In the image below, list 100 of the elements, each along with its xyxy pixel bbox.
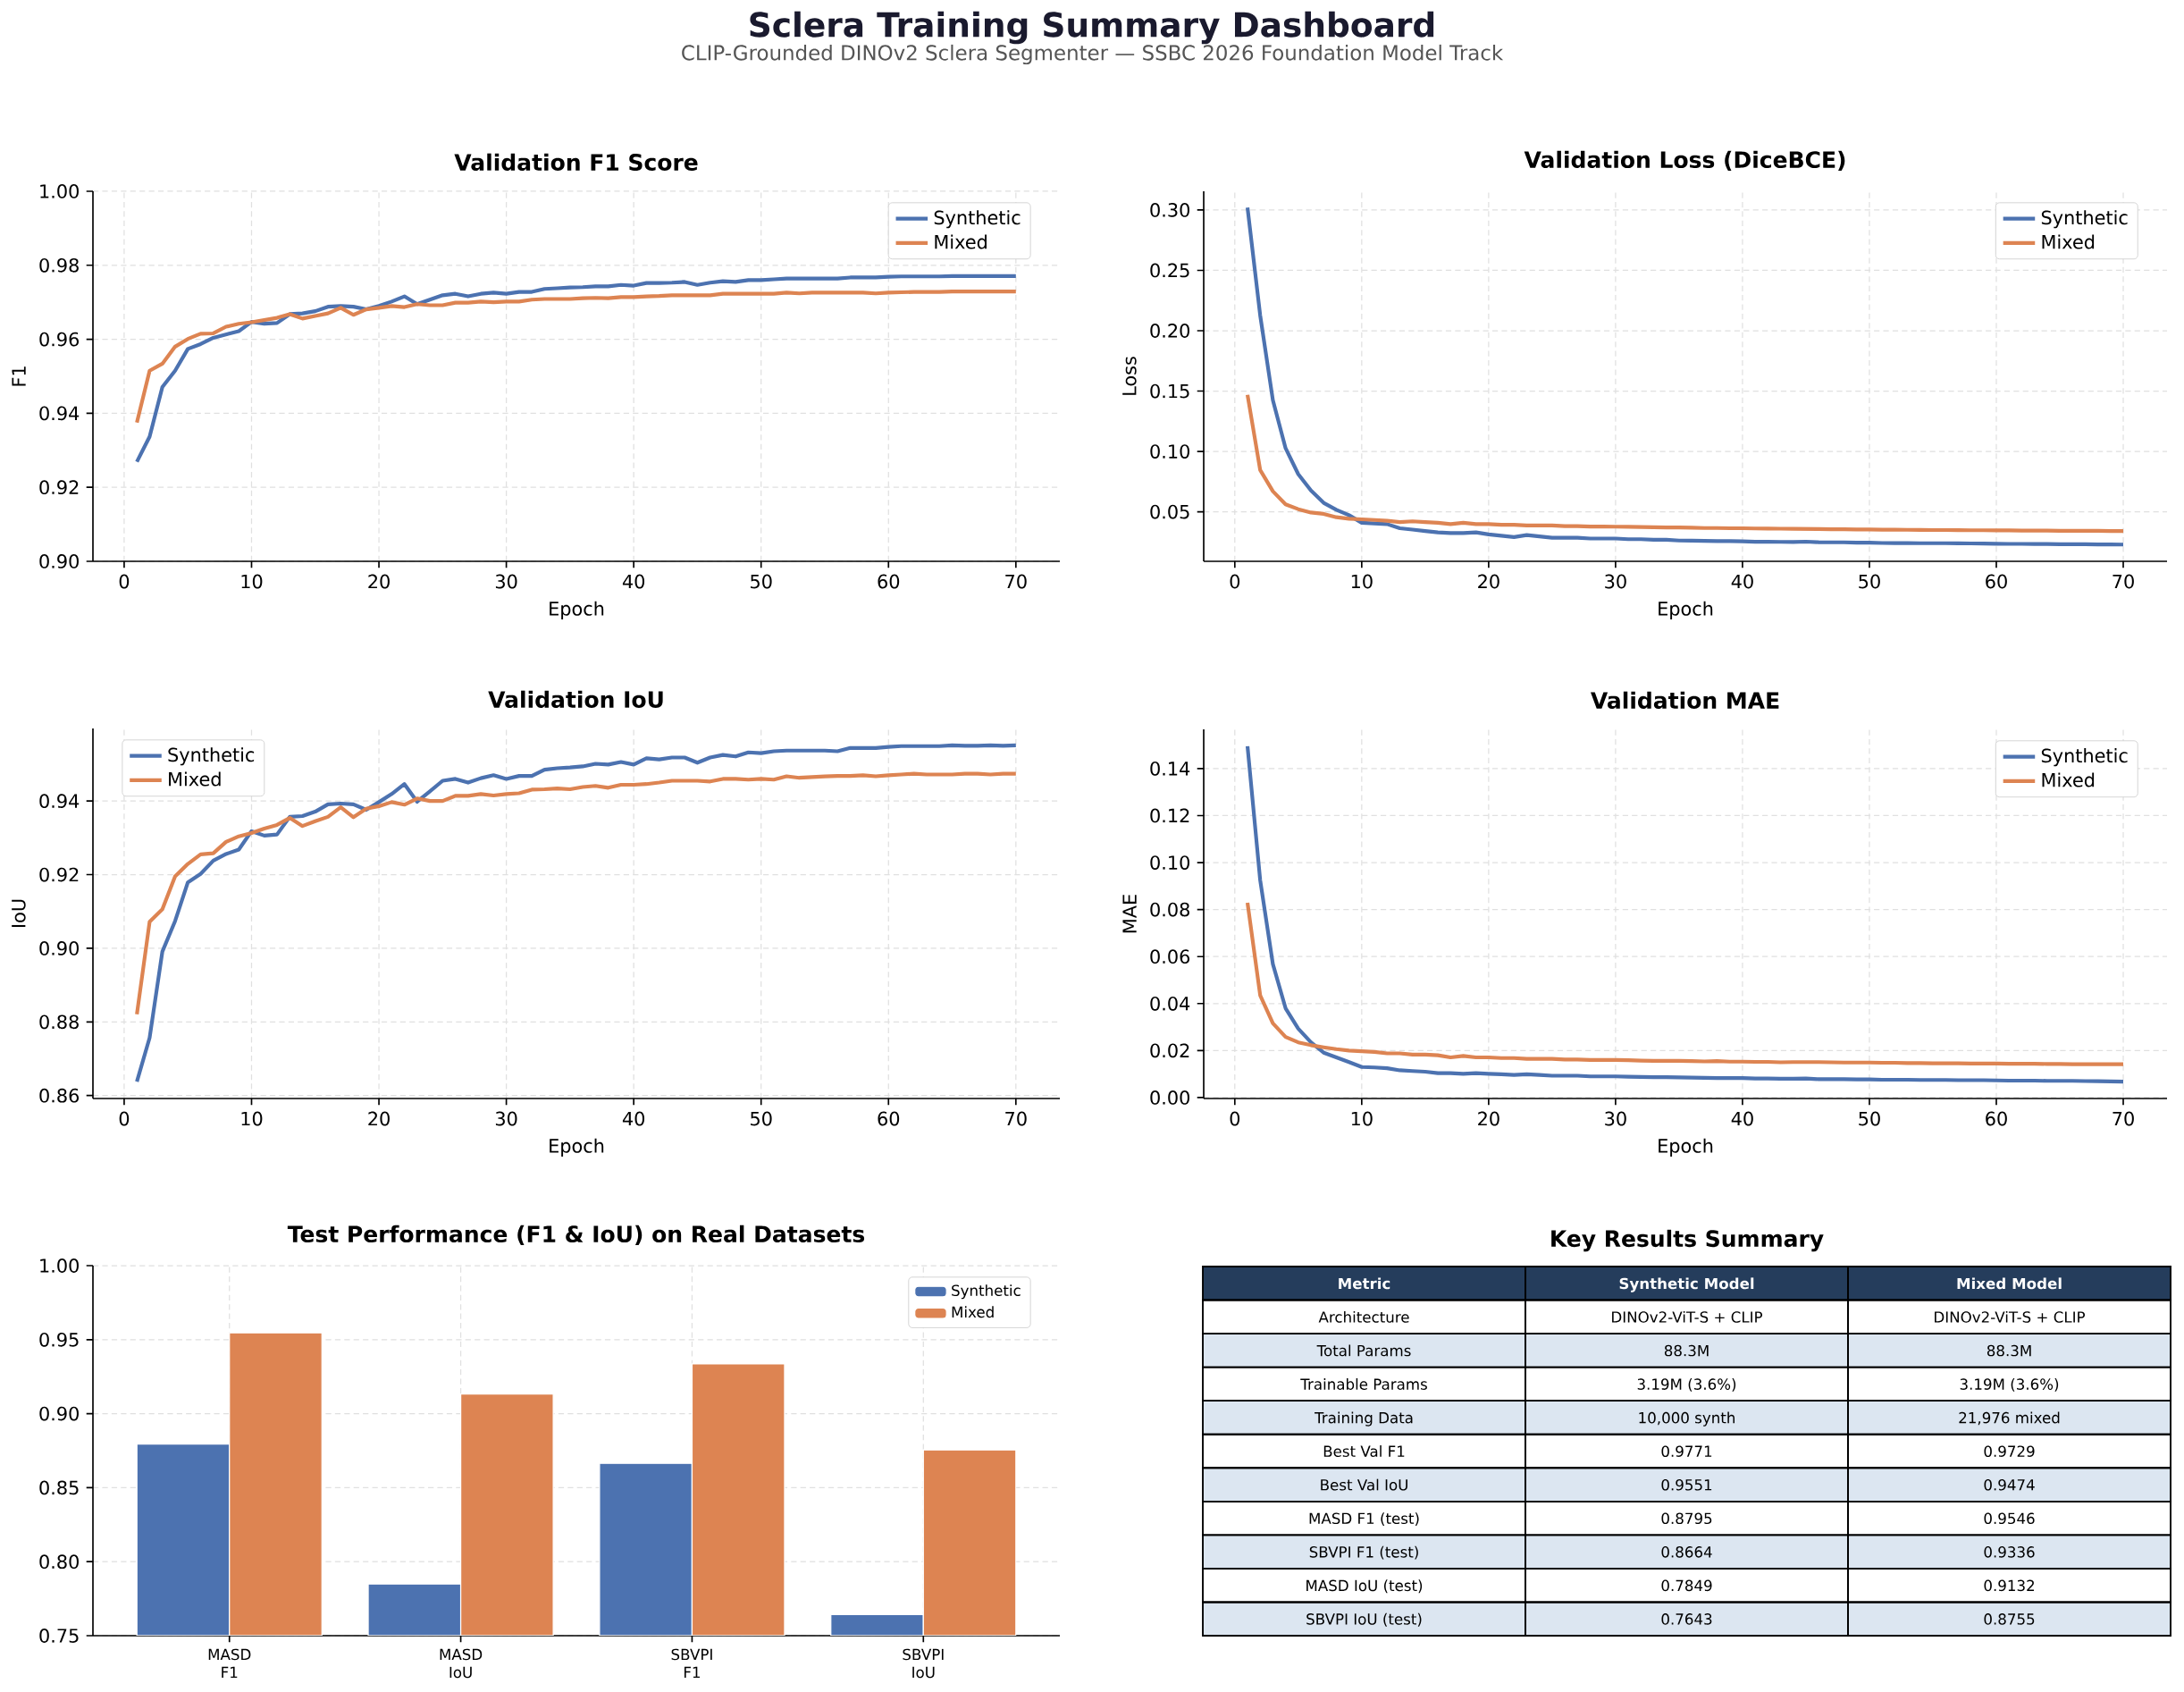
x-axis-title: Epoch	[550, 601, 604, 619]
legend-label: Synthetic	[168, 747, 255, 766]
x-tick-label: 0	[1230, 1111, 1240, 1126]
y-tick-label: 0.94	[39, 794, 80, 809]
chart-title: Validation MAE	[1591, 691, 1779, 710]
x-tick-label: MASD IoU	[440, 1648, 483, 1679]
text: CLIP-Grounded DINOv2 Sclera Segmenter — SSBC 2026 Foundation Model Track	[682, 44, 1504, 65]
text: 0.9551	[1661, 1478, 1712, 1491]
text: 21,976 mixed	[1959, 1411, 2060, 1426]
text: DINOv2-ViT-S + CLIP	[1612, 1310, 1763, 1323]
x-tick-label: 60	[878, 1111, 900, 1126]
text: Metric	[1339, 1277, 1390, 1290]
text: 3.19M (3.6%)	[1637, 1378, 1736, 1392]
y-tick-label: 0.90	[39, 941, 79, 955]
y-tick-label: 0.90	[39, 1406, 79, 1421]
y-tick-label: 0.88	[39, 1014, 79, 1030]
x-tick-label: 60	[878, 574, 900, 589]
text: Sclera Training Summary Dashboard	[750, 11, 1434, 45]
text: 0.9474	[1984, 1478, 2035, 1491]
y-tick-label: 0.75	[39, 1629, 79, 1643]
x-tick-label: 20	[1478, 574, 1499, 589]
y-tick-label: 0.05	[1150, 504, 1189, 519]
category-label: MASD F1 (test)	[1309, 1512, 1419, 1527]
y-tick-label: 1.00	[40, 184, 79, 198]
x-tick-label: 30	[1605, 574, 1626, 589]
x-tick-label: SBVPI F1	[671, 1648, 712, 1679]
category-label: Training Data	[1315, 1411, 1413, 1427]
x-tick-label: 70	[2113, 1111, 2134, 1126]
text: 0.7643	[1661, 1613, 1712, 1625]
y-axis-title: MAE	[1122, 895, 1137, 933]
x-tick-label: 20	[368, 574, 390, 589]
y-tick-label: 1.00	[40, 1258, 79, 1273]
category-label: Synthetic Model	[1619, 1277, 1754, 1292]
x-tick-label: 30	[1605, 1111, 1626, 1126]
category-label: Mixed Model	[1957, 1277, 2062, 1290]
legend-label: Mixed	[2042, 234, 2095, 249]
text: 0.7849	[1661, 1579, 1712, 1592]
chart-title: Validation IoU	[488, 690, 663, 709]
y-tick-label: 0.25	[1150, 263, 1189, 278]
text: 10,000 synth	[1639, 1411, 1735, 1427]
y-tick-label: 0.00	[1150, 1090, 1189, 1105]
x-tick-label: 30	[495, 574, 517, 589]
y-tick-label: 0.06	[1150, 949, 1190, 964]
category-label: SBVPI F1 (test)	[1309, 1545, 1418, 1560]
x-tick-label: 70	[2113, 574, 2134, 589]
x-tick-label: 10	[241, 574, 263, 589]
x-tick-label: MASD F1	[208, 1648, 251, 1679]
text: 3.19M (3.6%)	[1960, 1378, 2059, 1392]
x-tick-label: 70	[1005, 1111, 1027, 1126]
text: 0.8755	[1984, 1613, 2035, 1625]
legend-label: Synthetic	[934, 210, 1021, 229]
y-tick-label: 0.30	[1150, 203, 1189, 217]
x-tick-label: 40	[1731, 1111, 1753, 1126]
text: 0.9546	[1984, 1512, 2035, 1525]
legend-label: Mixed	[2042, 772, 2095, 787]
x-tick-label: 0	[119, 574, 130, 589]
category-label: SBVPI IoU (test)	[1306, 1612, 1422, 1627]
x-tick-label: 10	[1351, 1111, 1373, 1126]
y-axis-title: IoU	[12, 899, 26, 928]
category-label: Best Val IoU	[1321, 1478, 1407, 1491]
chart-title: Validation F1 Score	[454, 153, 698, 172]
text: 0.9771	[1661, 1445, 1712, 1457]
y-tick-label: 0.12	[1150, 808, 1189, 823]
y-tick-label: 0.10	[1150, 444, 1189, 459]
y-tick-label: 0.10	[1150, 855, 1189, 870]
legend-label: Mixed	[935, 234, 987, 249]
text: DINOv2-ViT-S + CLIP	[1935, 1310, 2086, 1323]
text: 88.3M	[1987, 1344, 2031, 1357]
y-tick-label: 0.08	[1150, 902, 1189, 917]
x-tick-label: 50	[751, 574, 772, 589]
legend-label: Synthetic	[2041, 748, 2128, 767]
y-tick-label: 0.86	[39, 1088, 80, 1103]
x-tick-label: 60	[1986, 574, 2007, 589]
y-tick-label: 0.94	[39, 406, 80, 421]
y-tick-label: 0.80	[39, 1554, 79, 1570]
x-axis-title: Epoch	[1659, 1138, 1713, 1157]
x-tick-label: 40	[622, 574, 645, 589]
text: 0.8795	[1661, 1512, 1712, 1525]
y-tick-label: 0.92	[39, 480, 79, 495]
x-tick-label: 70	[1005, 574, 1027, 589]
legend-label: Synthetic	[952, 1284, 1021, 1300]
x-tick-label: 60	[1986, 1111, 2007, 1126]
y-tick-label: 0.90	[39, 554, 79, 568]
y-axis-title: F1	[12, 366, 26, 386]
x-tick-label: 20	[368, 1111, 390, 1126]
category-label: Best Val F1	[1323, 1445, 1405, 1457]
legend-label: Synthetic	[2041, 210, 2128, 229]
y-tick-label: 0.85	[39, 1480, 79, 1495]
y-tick-label: 0.92	[39, 867, 79, 882]
y-axis-title: Loss	[1122, 357, 1137, 395]
x-axis-title: Epoch	[550, 1138, 604, 1157]
x-tick-label: 0	[1230, 574, 1240, 589]
x-tick-label: 10	[1351, 574, 1373, 589]
legend-label: Mixed	[952, 1306, 994, 1318]
chart-title: Validation Loss (DiceBCE)	[1524, 150, 1845, 172]
x-tick-label: 0	[119, 1111, 130, 1126]
text: Key Results Summary	[1551, 1229, 1824, 1252]
x-tick-label: 30	[495, 1111, 517, 1126]
text: 0.9729	[1984, 1445, 2035, 1457]
text: 0.8664	[1661, 1546, 1712, 1558]
